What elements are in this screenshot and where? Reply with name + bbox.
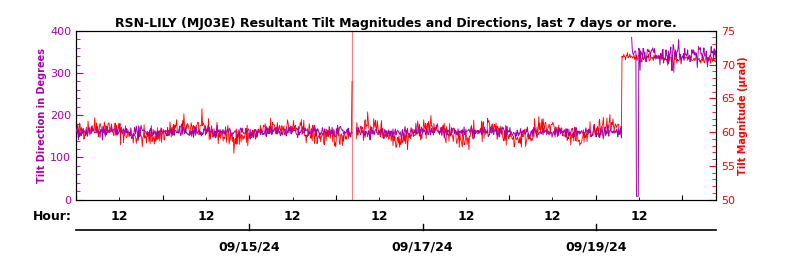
Text: 12: 12 — [370, 210, 388, 223]
Text: 12: 12 — [630, 210, 648, 223]
Text: 12: 12 — [110, 210, 128, 223]
Text: 12: 12 — [457, 210, 474, 223]
Text: 12: 12 — [284, 210, 302, 223]
Y-axis label: Tilt Direction in Degrees: Tilt Direction in Degrees — [38, 48, 47, 183]
Text: Hour:: Hour: — [33, 210, 72, 223]
Title: RSN-LILY (MJ03E) Resultant Tilt Magnitudes and Directions, last 7 days or more.: RSN-LILY (MJ03E) Resultant Tilt Magnitud… — [115, 17, 677, 29]
Text: 09/15/24: 09/15/24 — [218, 241, 280, 254]
Text: 09/19/24: 09/19/24 — [565, 241, 626, 254]
Y-axis label: Tilt Magnitude (μrad): Tilt Magnitude (μrad) — [738, 56, 748, 175]
Text: 12: 12 — [544, 210, 561, 223]
Text: 09/17/24: 09/17/24 — [392, 241, 454, 254]
Text: 12: 12 — [197, 210, 214, 223]
